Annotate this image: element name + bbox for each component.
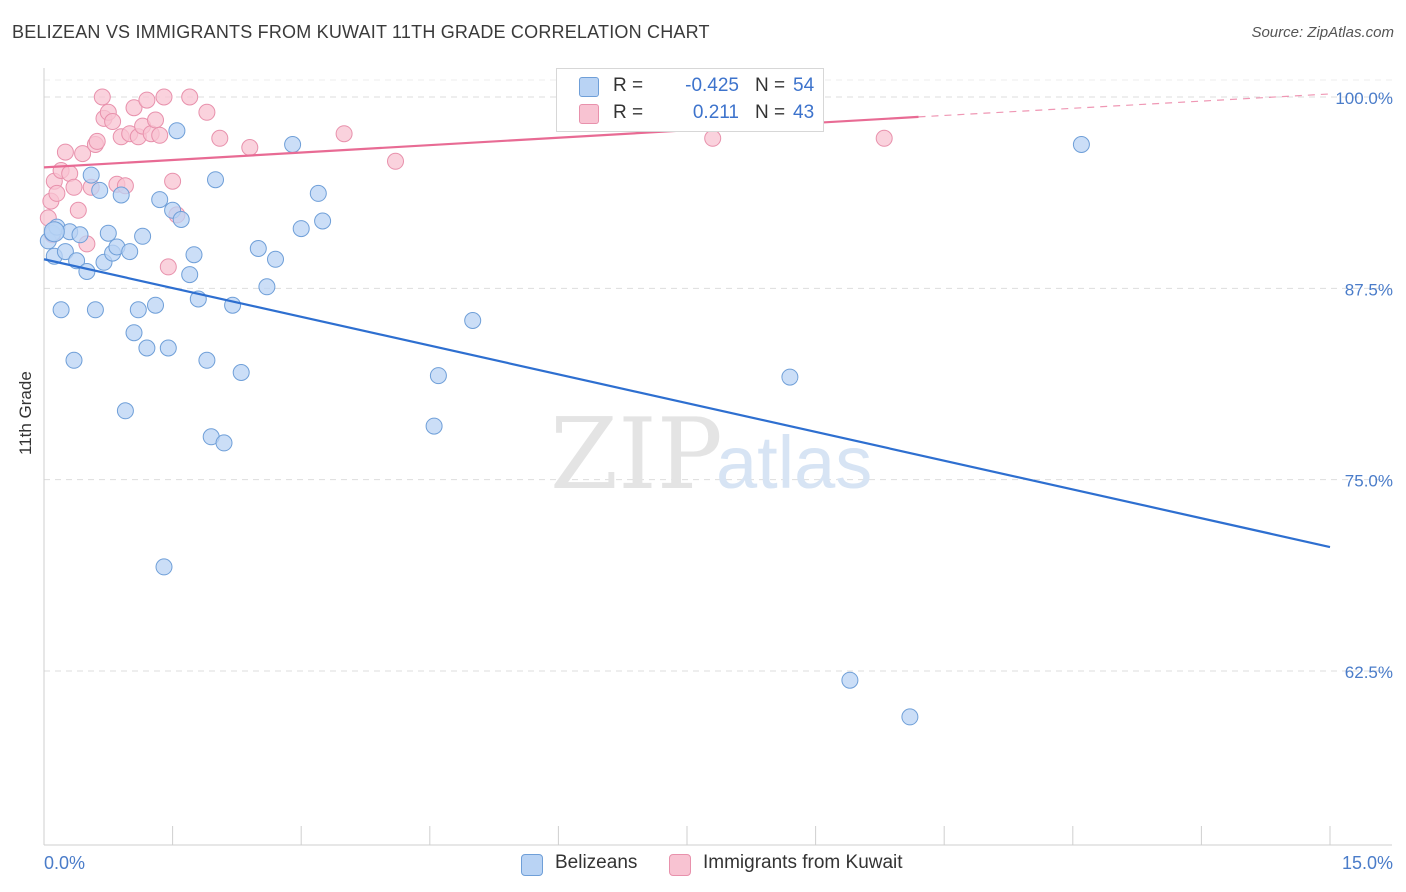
legend-label: Belizeans bbox=[555, 852, 638, 873]
belizean-point bbox=[464, 312, 482, 329]
watermark-atlas: atlas bbox=[716, 421, 872, 504]
kuwait-point bbox=[198, 103, 216, 121]
legend-label: Immigrants from Kuwait bbox=[703, 852, 903, 873]
belizean-point bbox=[151, 191, 169, 209]
kuwait-point bbox=[56, 143, 74, 161]
kuwait-point bbox=[704, 129, 722, 147]
n-value: 54 bbox=[793, 75, 815, 96]
stats-swatch-blue bbox=[579, 77, 599, 97]
belizean-point bbox=[781, 368, 799, 386]
belizean-point bbox=[901, 708, 919, 726]
belizean-point bbox=[159, 339, 177, 357]
kuwait-point bbox=[88, 132, 106, 150]
kuwait-point bbox=[93, 88, 111, 106]
belizean-point bbox=[267, 250, 284, 268]
belizean-point bbox=[309, 184, 327, 202]
belizean-point bbox=[172, 211, 190, 228]
belizean-point bbox=[429, 367, 447, 385]
kuwait-point bbox=[211, 129, 229, 147]
kuwait-point bbox=[155, 88, 173, 106]
kuwait-point bbox=[147, 111, 164, 129]
y-tick-label: 75.0% bbox=[1345, 472, 1393, 491]
belizean-trend-line bbox=[43, 258, 1331, 549]
belizean-point bbox=[121, 243, 139, 261]
kuwait-point bbox=[65, 178, 83, 196]
kuwait-point bbox=[387, 152, 404, 170]
kuwait-point bbox=[875, 129, 893, 147]
belizean-point bbox=[82, 166, 100, 184]
belizean-point bbox=[232, 364, 250, 381]
belizean-point bbox=[86, 301, 104, 319]
stats-legend: R = -0.425 N = 54 R = 0.211 N = 43 bbox=[556, 68, 824, 132]
belizean-point bbox=[99, 224, 117, 242]
belizean-point bbox=[1072, 136, 1090, 153]
belizean-point bbox=[138, 339, 156, 357]
belizean-point bbox=[65, 351, 83, 369]
source-label: Source: ZipAtlas.com bbox=[1251, 24, 1394, 41]
kuwait-point bbox=[159, 258, 177, 276]
kuwait-point bbox=[241, 139, 259, 156]
belizean-point bbox=[314, 212, 332, 230]
kuwait-point bbox=[74, 145, 92, 163]
n-label: N = bbox=[755, 102, 786, 123]
kuwait-point bbox=[335, 125, 353, 143]
belizean-point bbox=[43, 221, 65, 243]
r-value: -0.425 bbox=[685, 75, 739, 96]
belizean-point bbox=[249, 240, 267, 257]
kuwait-point bbox=[164, 172, 182, 190]
r-value: 0.211 bbox=[692, 102, 739, 123]
belizean-point bbox=[134, 227, 152, 245]
kuwait-point bbox=[125, 99, 143, 117]
kuwait-point bbox=[138, 91, 156, 109]
belizean-point bbox=[198, 351, 216, 369]
belizean-point bbox=[207, 171, 224, 189]
belizean-point bbox=[125, 324, 143, 342]
kuwait-point bbox=[48, 184, 66, 202]
watermark: ZIP atlas bbox=[550, 398, 872, 512]
y-tick-label: 62.5% bbox=[1345, 663, 1393, 682]
belizean-point bbox=[56, 243, 74, 261]
belizean-point bbox=[91, 181, 109, 199]
belizean-point bbox=[168, 122, 186, 140]
y-tick-label: 100.0% bbox=[1335, 89, 1393, 108]
x-tick-label-min: 0.0% bbox=[44, 853, 85, 873]
belizean-point bbox=[71, 226, 89, 244]
stats-swatch-pink bbox=[579, 104, 599, 124]
kuwait-point bbox=[151, 126, 169, 144]
kuwait-point bbox=[104, 113, 122, 130]
belizean-point bbox=[155, 558, 173, 576]
x-tick-label-max: 15.0% bbox=[1342, 853, 1393, 873]
kuwait-point bbox=[69, 201, 87, 219]
legend-swatch-pink bbox=[669, 854, 691, 876]
n-value: 43 bbox=[793, 102, 815, 123]
belizean-point bbox=[78, 263, 96, 280]
belizean-point bbox=[185, 246, 203, 264]
n-label: N = bbox=[755, 75, 786, 96]
belizean-point bbox=[258, 278, 276, 296]
kuwait-trend-extension bbox=[918, 93, 1331, 118]
belizean-point bbox=[116, 402, 134, 420]
belizean-point bbox=[112, 186, 130, 204]
belizean-point bbox=[841, 671, 859, 689]
belizean-point bbox=[52, 301, 70, 319]
belizean-point bbox=[215, 434, 233, 452]
belizean-point bbox=[147, 296, 164, 314]
r-label: R = bbox=[613, 75, 644, 96]
y-tick-label: 87.5% bbox=[1345, 280, 1393, 299]
belizean-point bbox=[425, 417, 443, 435]
tick-labels-layer: 62.5% 75.0% 87.5% 100.0% 0.0% 15.0% bbox=[44, 89, 1393, 873]
belizean-point bbox=[292, 220, 310, 238]
kuwait-point bbox=[181, 88, 199, 106]
series-legend: Belizeans Immigrants from Kuwait bbox=[0, 850, 1406, 878]
belizean-point bbox=[129, 301, 147, 319]
r-label: R = bbox=[613, 102, 644, 123]
legend-swatch-blue bbox=[521, 854, 543, 876]
belizean-point bbox=[284, 136, 302, 153]
y-axis-title: 11th Grade bbox=[16, 371, 35, 455]
chart-title: BELIZEAN VS IMMIGRANTS FROM KUWAIT 11TH … bbox=[12, 22, 710, 42]
belizean-point bbox=[181, 266, 199, 284]
watermark-zip: ZIP bbox=[550, 398, 723, 512]
